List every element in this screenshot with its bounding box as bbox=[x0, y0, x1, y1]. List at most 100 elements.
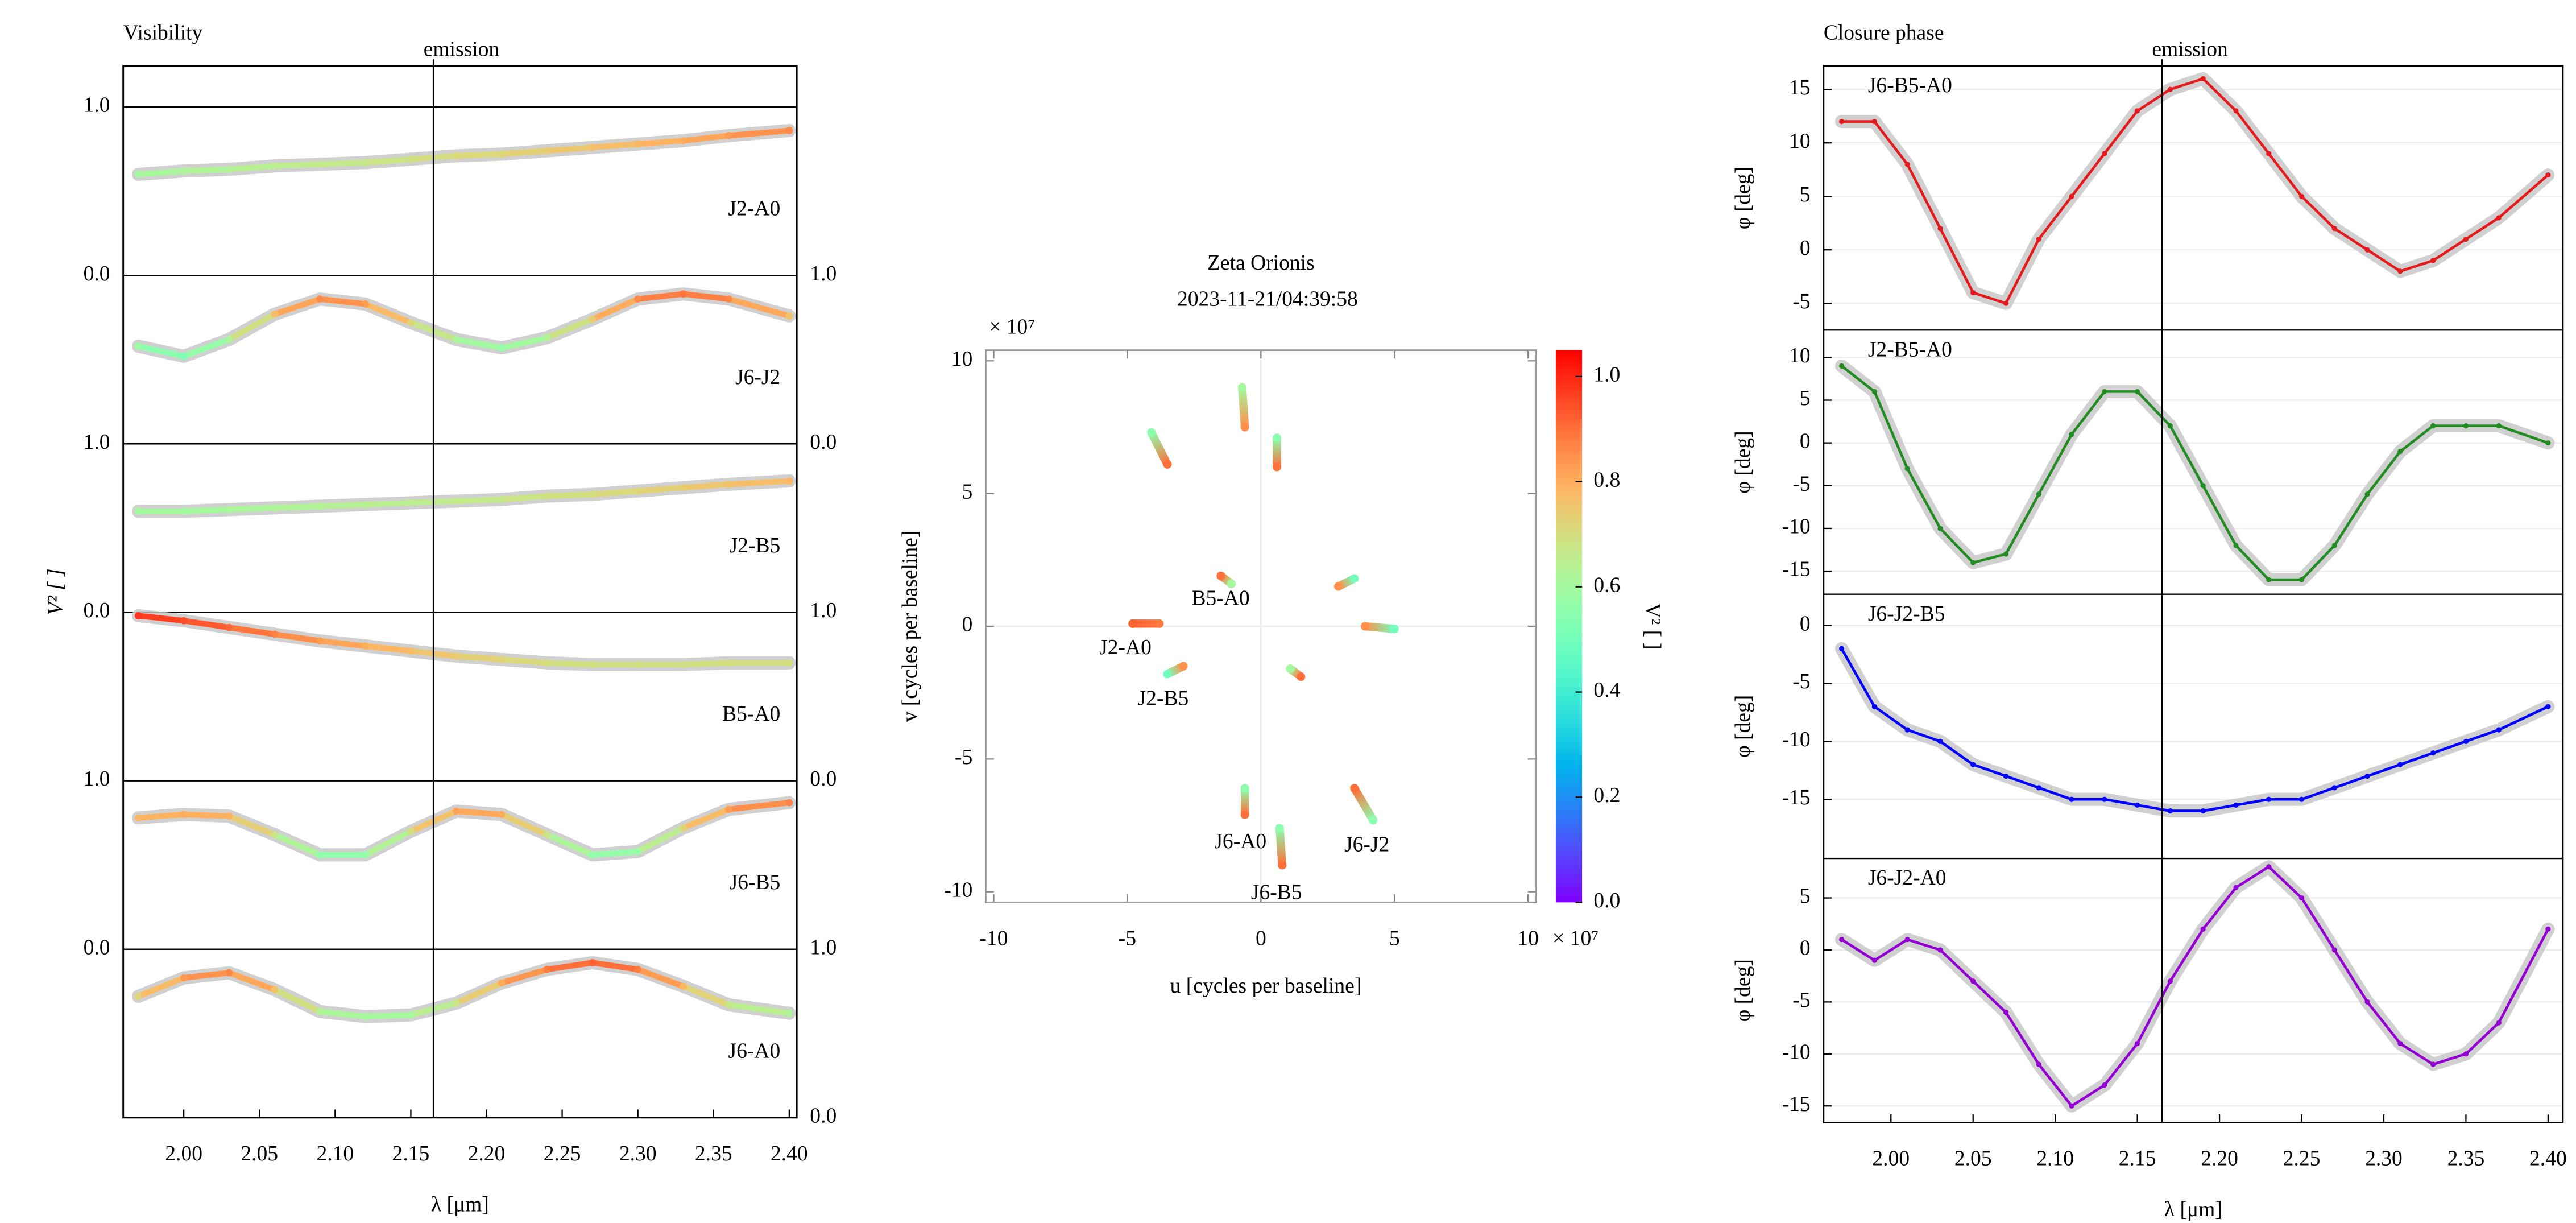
data-point bbox=[589, 660, 597, 668]
curve-segment bbox=[589, 960, 641, 973]
data-point bbox=[2135, 389, 2140, 395]
y-tick-label: 5 bbox=[1800, 183, 1811, 206]
y-tick-label: -15 bbox=[1782, 558, 1811, 581]
data-point bbox=[785, 799, 793, 807]
y-tick-label: 1.0 bbox=[810, 936, 836, 959]
curve-segment bbox=[453, 653, 505, 663]
data-point bbox=[543, 965, 551, 973]
data-point bbox=[785, 127, 793, 134]
data-point bbox=[725, 805, 732, 813]
data-point bbox=[2266, 796, 2272, 802]
y-tick-label: 10 bbox=[951, 348, 973, 371]
data-point bbox=[589, 959, 597, 966]
data-point bbox=[2200, 808, 2206, 814]
baseline-label: B5-A0 bbox=[1191, 586, 1249, 610]
y-tick-label: 0 bbox=[962, 613, 973, 637]
curve-segment bbox=[680, 133, 732, 144]
data-point bbox=[180, 811, 188, 819]
curve-segment bbox=[362, 643, 414, 654]
curve-segment bbox=[499, 148, 550, 158]
x-tick-label: 2.20 bbox=[2201, 1147, 2238, 1171]
data-point bbox=[543, 147, 551, 155]
data-point bbox=[2102, 796, 2107, 802]
y-axis-label: V² [ ] bbox=[44, 568, 68, 615]
curve-segment bbox=[726, 478, 792, 487]
data-point bbox=[2331, 543, 2337, 548]
curve bbox=[1841, 365, 2549, 581]
data-point bbox=[2003, 300, 2009, 306]
baseline-label: J6-J2 bbox=[1344, 833, 1389, 857]
data-point bbox=[271, 831, 279, 838]
curve-segment bbox=[181, 618, 233, 631]
data-point bbox=[2397, 449, 2403, 455]
curve-segment bbox=[453, 980, 505, 1006]
uv-point bbox=[1286, 664, 1295, 674]
data-point bbox=[498, 150, 506, 158]
curve-segment bbox=[271, 986, 323, 1015]
baseline-label: J2-A0 bbox=[1099, 636, 1152, 659]
data-point bbox=[2233, 885, 2239, 890]
curve-segment bbox=[635, 966, 686, 989]
data-point bbox=[2430, 1061, 2436, 1067]
data-point bbox=[2003, 1010, 2009, 1015]
x-tick-label: 2.00 bbox=[165, 1142, 202, 1166]
data-point bbox=[2069, 796, 2074, 802]
data-point bbox=[1970, 290, 1976, 296]
x-tick-label: -10 bbox=[979, 927, 1008, 950]
data-point bbox=[1970, 978, 1976, 984]
curve-segment bbox=[317, 159, 368, 167]
y-tick-label: 0 bbox=[1800, 429, 1811, 453]
curve-segment bbox=[635, 485, 686, 494]
x-tick-label: 2.40 bbox=[771, 1142, 808, 1166]
y-tick-label: 0.0 bbox=[810, 767, 836, 791]
data-point bbox=[2298, 895, 2305, 901]
curve-segment bbox=[317, 501, 368, 509]
data-point bbox=[2545, 172, 2551, 178]
data-point bbox=[634, 295, 642, 303]
y-tick-label: 10 bbox=[1789, 344, 1811, 367]
y-tick-label: -5 bbox=[1792, 989, 1810, 1012]
data-point bbox=[271, 630, 279, 638]
curve-segment bbox=[453, 336, 505, 351]
data-point bbox=[2102, 1082, 2107, 1088]
data-point bbox=[180, 617, 188, 625]
x-axis-label: λ [μm] bbox=[2164, 1198, 2222, 1221]
curve bbox=[1841, 865, 2549, 1108]
curve-segment bbox=[181, 336, 233, 360]
uv-point bbox=[1369, 816, 1378, 825]
data-point bbox=[316, 295, 324, 303]
data-point bbox=[2200, 926, 2206, 932]
data-point bbox=[362, 501, 369, 509]
data-point bbox=[2364, 999, 2370, 1005]
data-point bbox=[2266, 864, 2272, 870]
uv-point bbox=[1227, 579, 1236, 588]
data-point bbox=[680, 660, 687, 668]
data-point bbox=[498, 979, 506, 987]
curve-segment bbox=[135, 343, 187, 360]
y-tick-label: -5 bbox=[1792, 670, 1810, 693]
curve-segment bbox=[726, 1002, 792, 1017]
data-point bbox=[271, 504, 279, 512]
curve-segment bbox=[317, 296, 368, 307]
series-label: J6-B5 bbox=[730, 871, 781, 894]
y-tick-label: -5 bbox=[955, 746, 972, 769]
x-tick-label: 5 bbox=[1389, 927, 1400, 950]
curve-segment bbox=[544, 960, 595, 973]
data-point bbox=[225, 969, 233, 977]
uv-track bbox=[1361, 622, 1399, 633]
x-axis-label: λ [μm] bbox=[431, 1193, 489, 1216]
data-point bbox=[2463, 738, 2469, 744]
data-point bbox=[2331, 947, 2337, 953]
data-point bbox=[680, 484, 687, 491]
x-tick-label: 2.35 bbox=[695, 1142, 732, 1166]
data-point bbox=[225, 623, 233, 631]
curve-segment bbox=[226, 625, 278, 637]
data-point bbox=[134, 612, 142, 619]
data-point bbox=[2397, 1040, 2403, 1047]
curve-segment bbox=[226, 163, 278, 172]
data-point bbox=[680, 137, 687, 144]
data-point bbox=[785, 312, 793, 320]
data-point bbox=[362, 642, 369, 650]
curve-segment bbox=[499, 493, 550, 503]
data-point bbox=[180, 974, 188, 982]
